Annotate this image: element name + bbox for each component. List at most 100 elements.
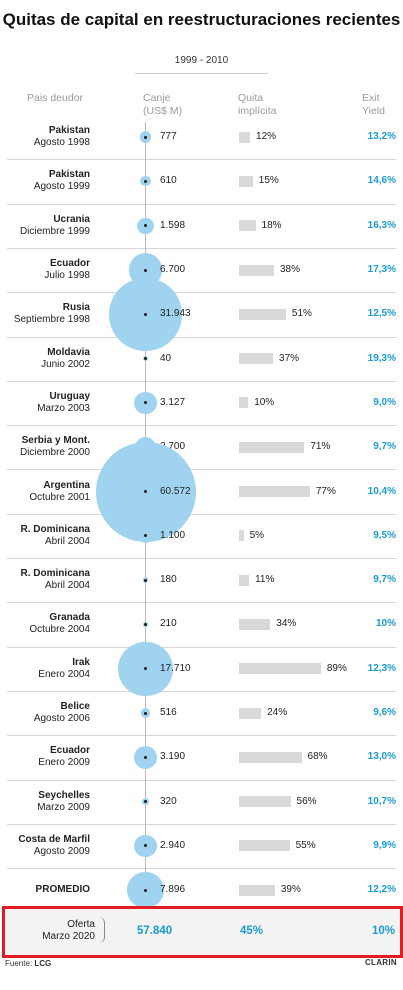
row-divider [7, 868, 396, 870]
canje-value: 3.127 [160, 396, 186, 408]
row-divider [7, 159, 396, 161]
country-name: Costa de Marfil [18, 833, 90, 845]
country-date: Junio 2002 [41, 358, 90, 370]
canje-dot [144, 268, 147, 272]
country-label: Granada Octubre 2004 [0, 612, 90, 636]
country-name: Pakistan [48, 169, 90, 181]
canje-dot [144, 224, 147, 228]
exit-yield-value: 9,9% [373, 839, 396, 851]
country-date: Agosto 1998 [33, 137, 90, 149]
source-note: Fuente: LCG [5, 959, 51, 968]
country-name: Uruguay [49, 390, 90, 402]
canje-value: 610 [160, 175, 177, 187]
header-country: Pais deudor [27, 92, 84, 104]
canje-value: 1.100 [160, 529, 186, 541]
country-label: Argentina Octubre 2001 [0, 480, 90, 504]
quita-value: 39% [280, 884, 301, 896]
offer-highlight-box: Oferta Marzo 2020 57.840 45% 10% [2, 906, 403, 958]
subtitle-divider [135, 73, 268, 74]
row-divider [7, 425, 396, 427]
row-divider [7, 336, 396, 338]
quita-bar [239, 441, 305, 453]
country-name: R. Dominicana [20, 568, 90, 580]
offer-canje-value: 57.840 [137, 925, 173, 937]
header-canje: Canje (US$ M) [143, 92, 183, 117]
row-divider [7, 380, 396, 382]
country-date: Marzo 2009 [37, 801, 90, 813]
canje-dot [144, 844, 147, 848]
country-name: Ecuador [49, 258, 90, 270]
country-name: Rusia [62, 302, 90, 314]
offer-quita-value: 45% [240, 925, 264, 937]
header-exit: Exit Yield [362, 92, 385, 117]
country-label: Irak Enero 2004 [0, 657, 90, 681]
country-name: Irak [72, 656, 90, 668]
canje-dot [144, 667, 147, 671]
exit-yield-value: 17,3% [367, 264, 396, 276]
canje-value: 1.598 [160, 219, 186, 231]
quita-bar [239, 131, 251, 143]
country-date: Octubre 2004 [29, 624, 90, 636]
country-name: Granada [49, 612, 90, 624]
country-label: Ecuador Julio 1998 [0, 258, 90, 282]
row-divider [7, 690, 396, 692]
row-divider [7, 602, 396, 604]
country-label: Uruguay Marzo 2003 [0, 391, 90, 415]
canje-value: 210 [160, 618, 177, 630]
country-date: Abril 2004 [44, 580, 90, 592]
canje-dot [144, 755, 147, 759]
row-divider [7, 513, 396, 515]
country-date: Enero 2009 [38, 757, 90, 769]
quita-bar [239, 486, 310, 498]
country-label: Ecuador Enero 2009 [0, 745, 90, 769]
country-name: Serbia y Mont. [21, 435, 90, 447]
chart-subtitle: 1999 - 2010 [174, 55, 229, 66]
country-date: Marzo 2003 [37, 402, 90, 414]
country-label: PROMEDIO [0, 884, 90, 896]
exit-yield-value: 16,3% [367, 219, 396, 231]
country-name: Argentina [43, 479, 90, 491]
row-divider [7, 779, 396, 781]
row-divider [7, 203, 396, 205]
country-date: Julio 1998 [44, 270, 90, 282]
canje-value: 7.896 [160, 884, 186, 896]
quita-value: 24% [267, 707, 288, 719]
quita-bar [239, 530, 244, 542]
country-name: Moldavia [47, 346, 90, 358]
offer-date: Marzo 2020 [42, 931, 95, 942]
canje-value: 2.940 [160, 839, 186, 851]
row-divider [7, 735, 396, 737]
offer-name: Oferta [67, 919, 95, 930]
country-name: Ecuador [49, 745, 90, 757]
quita-value: 77% [315, 485, 336, 497]
offer-exit-yield: 10% [371, 925, 395, 937]
country-date: Agosto 1999 [33, 181, 90, 193]
canje-dot [144, 135, 147, 139]
canje-value: 3.190 [160, 751, 186, 763]
country-name: Ucrania [53, 213, 90, 225]
header-quita: Quita implícita [238, 92, 277, 117]
country-label: Costa de Marfil Agosto 2009 [0, 834, 90, 858]
country-label: Rusia Septiembre 1998 [0, 302, 90, 326]
quita-value: 56% [296, 795, 317, 807]
quita-value: 15% [258, 175, 279, 187]
quita-value: 18% [261, 219, 282, 231]
canje-value: 320 [160, 795, 177, 807]
quita-bar [239, 884, 275, 896]
quita-bar [239, 840, 290, 852]
exit-yield-value: 12,3% [367, 662, 396, 674]
offer-brace [99, 917, 105, 943]
canje-value: 516 [160, 707, 177, 719]
canje-value: 6.700 [160, 264, 186, 276]
quita-value: 12% [256, 131, 277, 143]
quita-bar [239, 618, 271, 630]
exit-yield-value: 10,7% [367, 795, 396, 807]
country-date: Septiembre 1998 [13, 314, 90, 326]
exit-yield-value: 9,7% [373, 574, 396, 586]
country-name: R. Dominicana [20, 523, 90, 535]
row-divider [7, 823, 396, 825]
canje-value: 31.943 [160, 308, 191, 320]
canje-value: 17.710 [160, 662, 191, 674]
country-date: Enero 2004 [38, 668, 90, 680]
exit-yield-value: 9,0% [373, 396, 396, 408]
